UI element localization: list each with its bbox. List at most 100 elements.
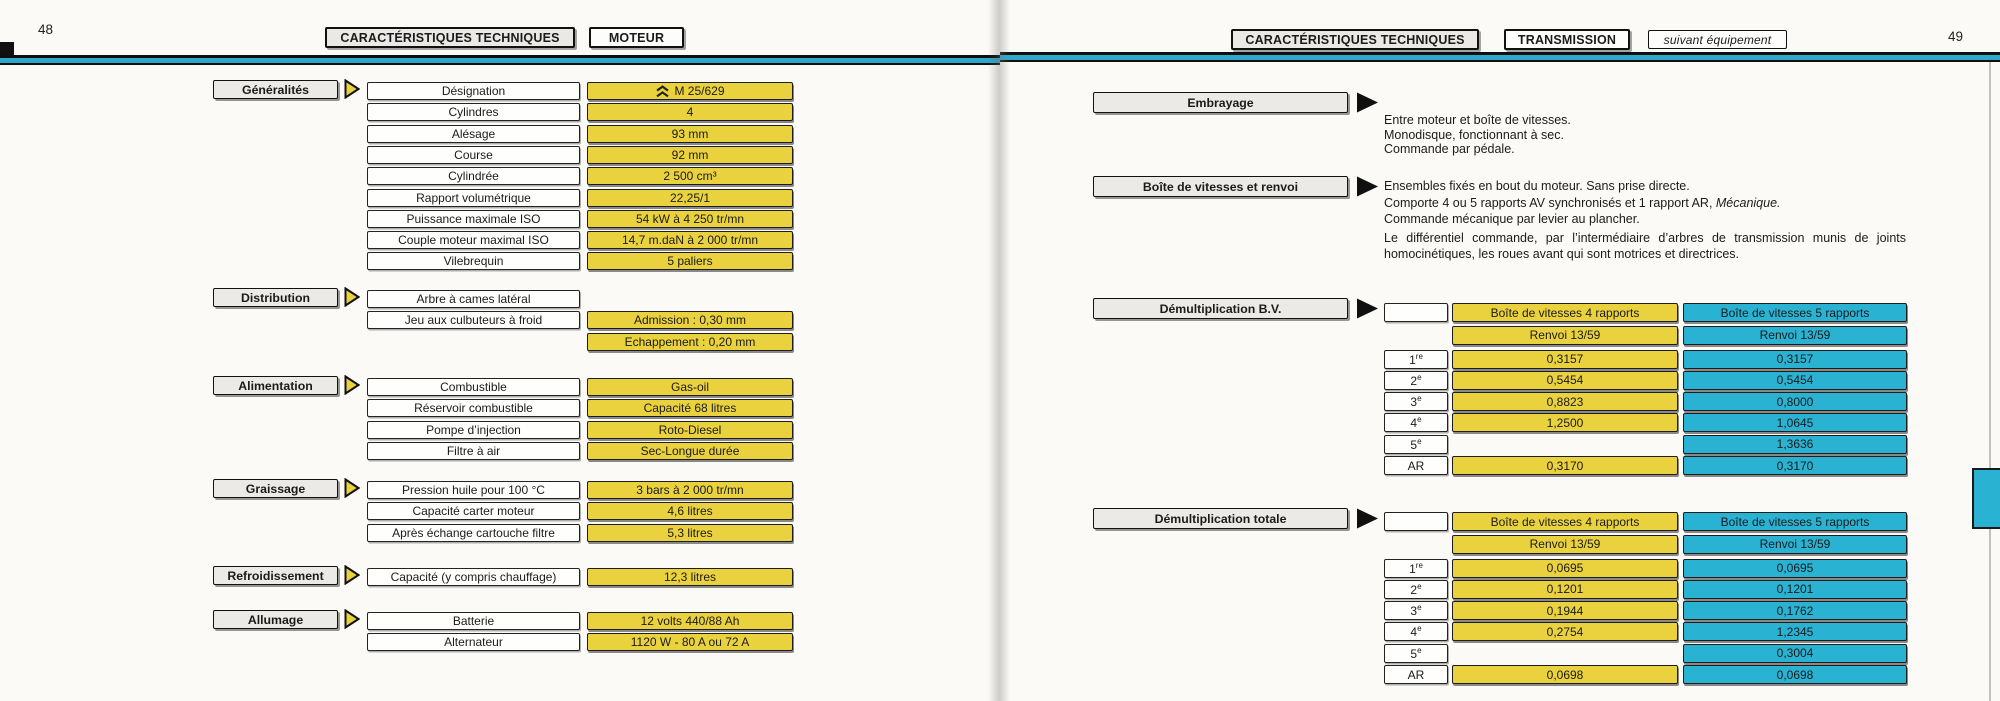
spec-value-text: Gas-oil bbox=[670, 380, 709, 394]
spec-value: 3 bars à 2 000 tr/mn bbox=[587, 481, 793, 499]
gear-label-cell: AR bbox=[1384, 665, 1448, 684]
text-paragraph: Le différentiel commande, par l’interméd… bbox=[1384, 230, 1906, 262]
ratio-cell-4sp: 0,0698 bbox=[1452, 665, 1678, 684]
spec-label: Couple moteur maximal ISO bbox=[367, 231, 580, 250]
table-label-1: Démultiplication totale bbox=[1093, 508, 1348, 529]
spec-value: 22,25/1 bbox=[587, 188, 793, 207]
spec-value-text: 14,7 m.daN à 2 000 tr/mn bbox=[621, 233, 759, 248]
spec-label: Cylindrée bbox=[367, 167, 580, 186]
spec-label: Capacité carter moteur bbox=[367, 502, 580, 521]
section-label-4: Refroidissement bbox=[213, 566, 338, 585]
spec-value: M 25/629 bbox=[587, 82, 793, 100]
right-page-content: Embrayage Entre moteur et boîte de vitess… bbox=[1000, 0, 2000, 701]
ratio-cell-5sp: 0,1201 bbox=[1683, 579, 1907, 599]
left-page-content: Généralités Désignation M 25/629 Cylindres 4… bbox=[213, 78, 793, 652]
divider-band-right bbox=[1000, 52, 2000, 62]
divider-band-left bbox=[0, 55, 1000, 65]
spec-value: 5,3 litres bbox=[587, 523, 793, 542]
table-col-header: Boîte de vitesses 4 rapports bbox=[1452, 512, 1678, 531]
spec-label: Filtre à air bbox=[367, 441, 580, 460]
table-col-header: Boîte de vitesses 5 rapports bbox=[1683, 303, 1907, 322]
spec-label: Jeu aux culbuteurs à froid bbox=[367, 311, 580, 330]
left-header-tab-moteur: MOTEUR bbox=[589, 27, 684, 48]
spec-value-text: Admission : 0,30 mm bbox=[633, 313, 747, 328]
ratio-cell-5sp: 0,1762 bbox=[1683, 601, 1907, 621]
spec-value-text: 5,3 litres bbox=[667, 525, 713, 540]
citroen-chevrons-icon bbox=[655, 84, 670, 98]
ratio-cell-4sp: 0,2754 bbox=[1452, 622, 1678, 642]
page-number-right: 49 bbox=[1948, 29, 1964, 44]
spec-label: Rapport volumétrique bbox=[367, 188, 580, 207]
ratio-cell-4sp: 1,2500 bbox=[1452, 413, 1678, 433]
spec-value-text: 12 volts 440/88 Ah bbox=[640, 614, 740, 628]
spec-label: Capacité (y compris chauffage) bbox=[367, 568, 580, 586]
gear-label-cell: 1re bbox=[1384, 558, 1448, 578]
section-arrow-icon bbox=[344, 374, 361, 396]
spec-value: Gas-oil bbox=[587, 378, 793, 396]
section-label-1: Distribution bbox=[213, 288, 338, 307]
gear-label-cell: 3e bbox=[1384, 392, 1448, 412]
spec-value: Sec-Longue durée bbox=[587, 441, 793, 460]
text-line: Comporte 4 ou 5 rapports AV synchronisés… bbox=[1384, 196, 1781, 210]
ratio-cell-5sp: 0,3170 bbox=[1683, 456, 1907, 475]
page-gutter bbox=[988, 0, 1010, 701]
spec-label: Alésage bbox=[367, 124, 580, 143]
spec-label: Après échange cartouche filtre bbox=[367, 523, 580, 542]
gear-label: 4e bbox=[1410, 415, 1422, 431]
gear-label: 2e bbox=[1410, 581, 1422, 597]
spec-value: Echappement : 0,20 mm bbox=[587, 332, 793, 351]
spec-value: Roto-Diesel bbox=[587, 420, 793, 439]
spec-label: Puissance maximale ISO bbox=[367, 209, 580, 228]
spec-value: Capacité 68 litres bbox=[587, 399, 793, 418]
section-arrow-icon bbox=[344, 286, 361, 308]
section-arrow-icon bbox=[1356, 92, 1379, 113]
text-segment: Entre moteur et boîte de vitesses. bbox=[1384, 113, 1571, 127]
ratio-cell-4sp: 0,5454 bbox=[1452, 370, 1678, 390]
gear-label: 4e bbox=[1410, 624, 1422, 640]
spec-value: 4 bbox=[587, 103, 793, 122]
gear-label: 5e bbox=[1410, 645, 1422, 661]
text-segment: Comporte 4 ou 5 rapports AV synchronisés… bbox=[1384, 195, 1716, 210]
spec-value-text: Echappement : 0,20 mm bbox=[624, 334, 756, 349]
ratio-cell-5sp: 0,5454 bbox=[1683, 370, 1907, 390]
table-sub-header: Renvoi 13/59 bbox=[1683, 534, 1907, 554]
spec-value: 1120 W - 80 A ou 72 A bbox=[587, 633, 793, 652]
ratio-cell-4sp: 0,8823 bbox=[1452, 392, 1678, 412]
spec-value-text: 2 500 cm³ bbox=[663, 169, 717, 184]
table-sub-header: Renvoi 13/59 bbox=[1452, 325, 1678, 345]
section-arrow-icon bbox=[344, 78, 361, 100]
section-label-2: Alimentation bbox=[213, 376, 338, 395]
gear-label: AR bbox=[1407, 458, 1425, 473]
section-arrow-icon bbox=[344, 608, 361, 630]
spec-value: 12 volts 440/88 Ah bbox=[587, 612, 793, 630]
table-corner-cell bbox=[1384, 303, 1448, 322]
text-segment: Commande mécanique par levier au planche… bbox=[1384, 212, 1640, 226]
gear-label-cell: 1re bbox=[1384, 349, 1448, 369]
spec-label: Désignation bbox=[367, 82, 580, 100]
ratio-cell-5sp: 0,8000 bbox=[1683, 392, 1907, 412]
spec-value-text: 4 bbox=[686, 105, 694, 120]
spec-label: Vilebrequin bbox=[367, 252, 580, 271]
text-segment: Ensembles fixés en bout du moteur. Sans … bbox=[1384, 179, 1690, 193]
spec-value-text: 4,6 litres bbox=[667, 504, 713, 519]
table-col-header: Boîte de vitesses 4 rapports bbox=[1452, 303, 1678, 322]
section-arrow-icon bbox=[344, 564, 361, 586]
gear-label: 3e bbox=[1410, 394, 1422, 410]
text-segment: Mécanique. bbox=[1715, 195, 1781, 210]
gear-label: 2e bbox=[1410, 372, 1422, 388]
spec-value-text: 93 mm bbox=[671, 126, 709, 141]
spec-value-text: 92 mm bbox=[671, 147, 709, 162]
spec-value: 54 kW à 4 250 tr/mn bbox=[587, 209, 793, 228]
text-segment: Monodisque, fonctionnant à sec. bbox=[1384, 127, 1564, 142]
spec-label: Réservoir combustible bbox=[367, 399, 580, 418]
ratio-cell-4sp: 0,1201 bbox=[1452, 579, 1678, 599]
spec-label: Arbre à cames latéral bbox=[367, 290, 580, 308]
gear-label: 1re bbox=[1409, 560, 1423, 576]
ratio-cell-5sp: 0,3004 bbox=[1683, 643, 1907, 663]
spec-value-text: Capacité 68 litres bbox=[643, 401, 737, 416]
section-label-3: Graissage bbox=[213, 479, 338, 498]
spec-value: Admission : 0,30 mm bbox=[587, 311, 793, 330]
right-header-tab-transmission: TRANSMISSION bbox=[1504, 29, 1630, 50]
spec-value: 2 500 cm³ bbox=[587, 167, 793, 186]
gear-label-cell: 3e bbox=[1384, 601, 1448, 621]
